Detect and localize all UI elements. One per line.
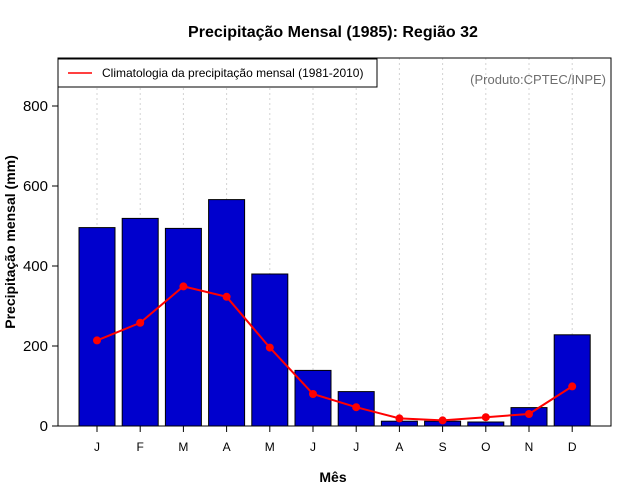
climatology-point-3 [179,282,188,291]
climatology-point-9 [438,416,447,425]
x-tick-label: J [353,440,359,454]
bar-1 [78,227,116,427]
product-credit: (Produto:CPTEC/INPE) [470,72,606,87]
bars [78,199,591,427]
chart-title: Precipitação Mensal (1985): Região 32 [188,24,478,41]
bar-7 [337,391,375,427]
climatology-point-8 [395,414,404,423]
y-axis: 0 200 400 600 800 [23,98,58,435]
climatology-point-1 [93,336,101,345]
bar-3 [164,227,202,427]
y-axis-label: Precipitação mensal (mm) [2,155,18,329]
climatology-point-5 [265,343,274,352]
climatology-point-12 [568,382,577,391]
y-tick-label: 200 [23,338,48,355]
legend-box [57,58,378,88]
bar-12 [553,334,591,427]
x-tick-label: F [137,440,144,454]
x-tick-label: A [395,440,403,454]
climatology-point-10 [481,413,490,422]
climatology-point-7 [352,403,361,412]
y-tick-label: 400 [23,258,48,275]
climatology-line [93,282,577,425]
x-tick-label: M [178,440,188,454]
y-tick-label: 800 [23,98,48,115]
y-tick-label: 600 [23,178,48,195]
bar-4 [208,199,246,427]
climatology-point-4 [222,292,231,301]
y-tick-label: 0 [40,418,48,435]
climatology-point-2 [136,318,145,327]
x-tick-label: J [94,440,100,454]
legend: Climatologia da precipitação mensal (198… [57,58,378,88]
legend-label: Climatologia da precipitação mensal (198… [102,66,363,80]
x-tick-label: J [310,440,316,454]
climatology-point-6 [309,390,317,398]
x-tick-label: D [568,440,577,454]
x-tick-label: N [525,440,534,454]
x-tick-label: A [223,440,231,454]
x-tick-label: M [265,440,275,454]
climatology-point-11 [525,410,533,418]
plot-frame [57,57,612,427]
bar-10 [467,421,505,427]
x-axis-label: Mês [319,469,346,485]
x-tick-label: O [481,440,490,454]
climatology-polyline [96,285,573,422]
x-tick-label: S [439,440,447,454]
